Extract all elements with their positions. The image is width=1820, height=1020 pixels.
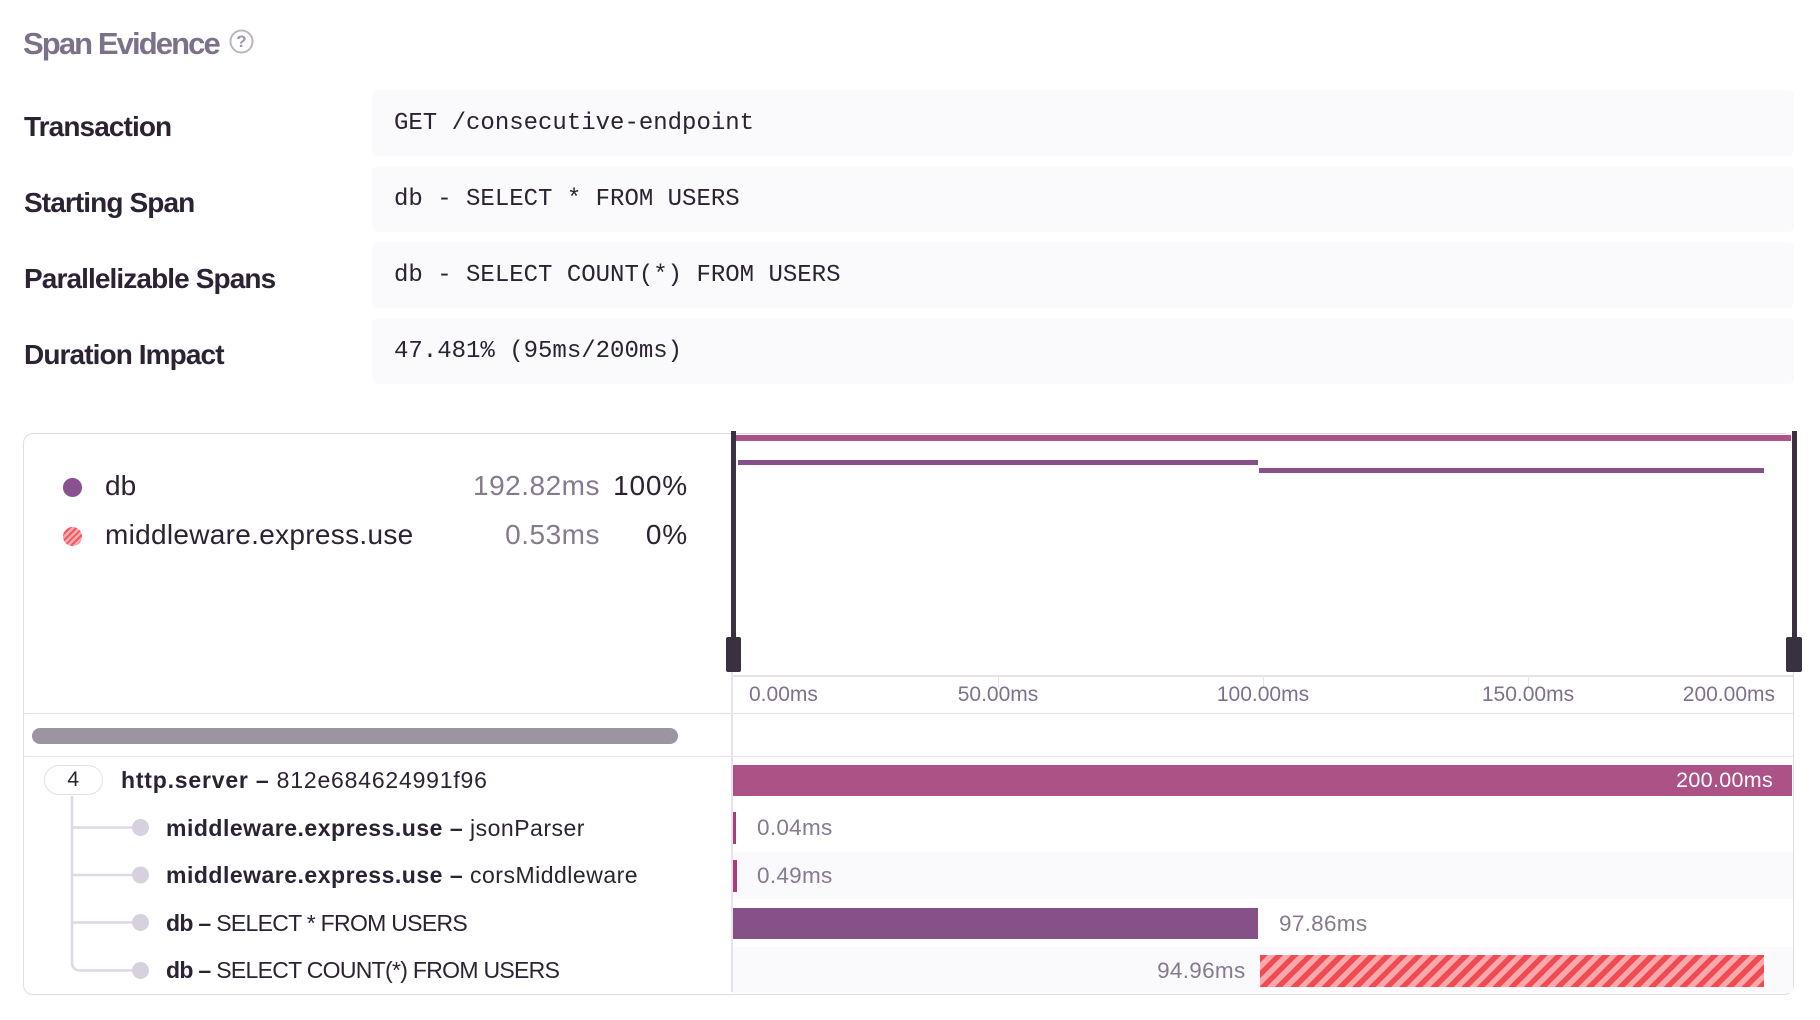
svg-text:?: ? (236, 32, 246, 51)
